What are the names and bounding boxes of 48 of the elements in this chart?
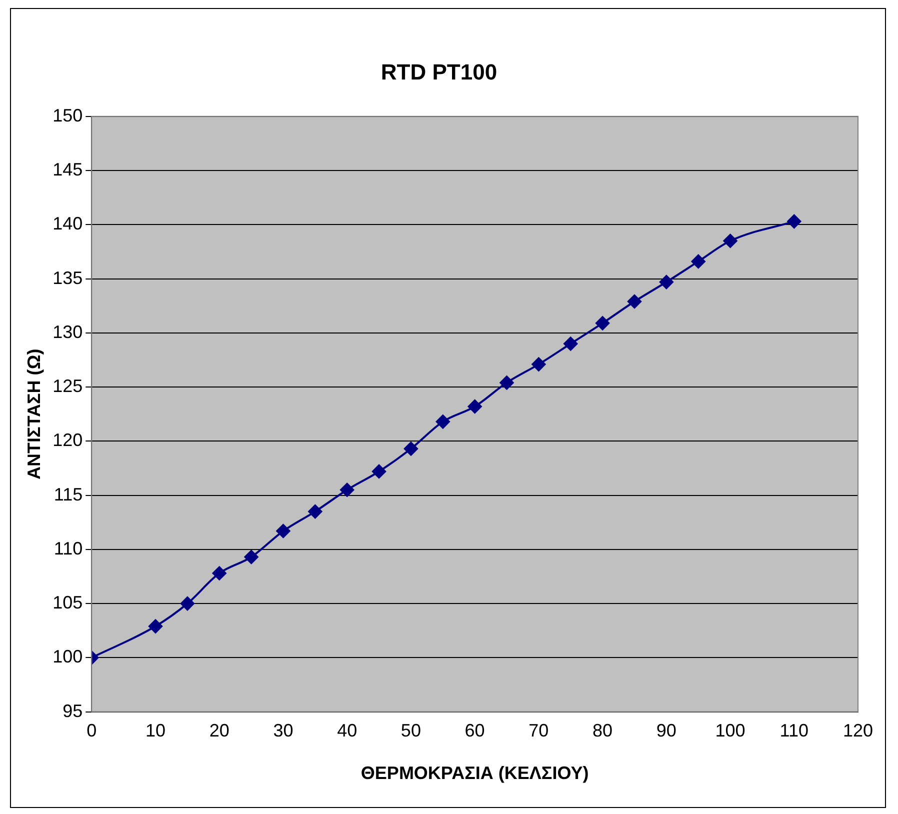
point bbox=[596, 316, 610, 330]
y-tick-label: 120 bbox=[52, 430, 83, 450]
point bbox=[212, 566, 226, 580]
point bbox=[244, 550, 258, 564]
point bbox=[372, 464, 386, 478]
x-tick-label: 0 bbox=[86, 720, 97, 741]
y-tick-label: 145 bbox=[52, 159, 83, 180]
point bbox=[404, 442, 418, 456]
x-axis-title: ΘΕΡΜΟΚΡΑΣΙΑ (ΚΕΛΣΙΟΥ) bbox=[360, 763, 589, 784]
x-tick-label: 120 bbox=[842, 720, 874, 741]
point bbox=[436, 414, 450, 429]
x-tick-label: 110 bbox=[780, 720, 808, 741]
x-tick-label: 40 bbox=[337, 720, 358, 741]
point bbox=[532, 357, 546, 372]
x-tick-label: 20 bbox=[209, 720, 230, 741]
y-tick-label: 100 bbox=[52, 646, 83, 667]
y-tick-label: 130 bbox=[52, 322, 83, 342]
y-tick-label: 125 bbox=[52, 376, 83, 396]
point bbox=[723, 234, 738, 248]
point bbox=[627, 294, 642, 309]
y-axis-title: ΑΝΤΙΣΤΑΣΗ (Ω) bbox=[24, 348, 44, 480]
x-tick-label: 90 bbox=[656, 720, 676, 741]
x-tick-label: 80 bbox=[592, 720, 613, 741]
point bbox=[468, 400, 482, 414]
point bbox=[564, 336, 578, 351]
chart-title: RTD PT100 bbox=[380, 59, 498, 84]
x-tick-label: 70 bbox=[528, 720, 549, 741]
y-tick-label: 140 bbox=[52, 214, 83, 234]
y-tick-label: 105 bbox=[52, 592, 83, 613]
point bbox=[308, 504, 322, 519]
point bbox=[276, 524, 290, 538]
x-tick-label: 60 bbox=[464, 720, 485, 741]
point bbox=[691, 254, 706, 268]
y-tick-label: 110 bbox=[54, 538, 83, 558]
x-tick-label: 30 bbox=[273, 720, 294, 741]
x-tick-label: 50 bbox=[400, 720, 421, 741]
y-tick-label: 135 bbox=[52, 268, 83, 288]
point bbox=[659, 275, 674, 290]
point bbox=[148, 619, 162, 634]
x-tick-label: 10 bbox=[145, 720, 166, 741]
y-tick-label: 95 bbox=[62, 700, 83, 721]
y-tick-label: 115 bbox=[54, 484, 83, 504]
point bbox=[787, 214, 802, 228]
y-tick-label: 150 bbox=[52, 105, 83, 126]
point bbox=[500, 376, 514, 390]
x-tick-label: 100 bbox=[715, 720, 746, 741]
point bbox=[340, 482, 354, 497]
point bbox=[180, 596, 194, 611]
